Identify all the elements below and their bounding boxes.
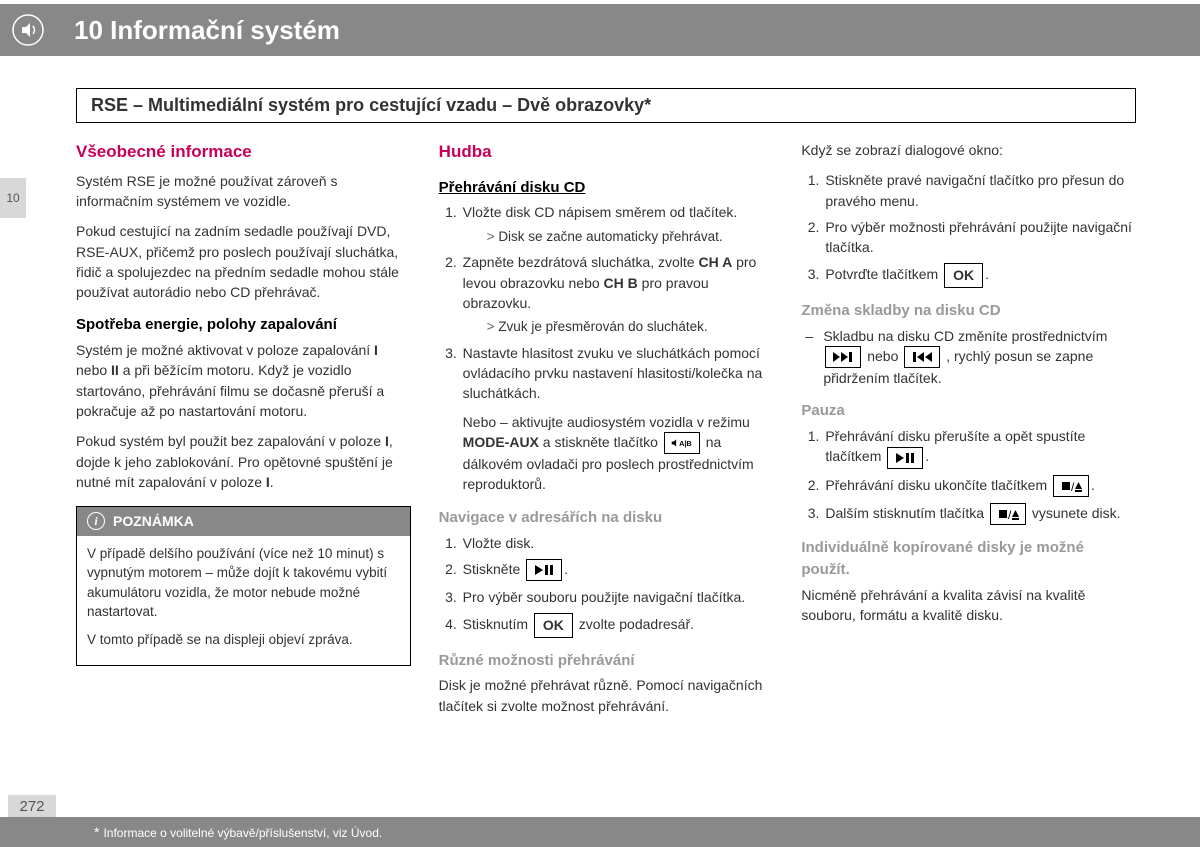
heading-change-track: Změna skladby na disku CD xyxy=(801,300,1136,322)
paragraph: Pokud systém byl použit bez zapalování v… xyxy=(76,431,411,492)
page-number: 272 xyxy=(8,795,56,817)
list-item: Přehrávání disku přerušíte a opět spustí… xyxy=(823,426,1136,469)
speaker-icon xyxy=(0,14,56,46)
sub-note: Zvuk je přesměrován do sluchátek. xyxy=(463,317,774,337)
heading-copied-discs: Individuálně kopírované disky je možné p… xyxy=(801,537,1136,581)
heading-pause: Pauza xyxy=(801,400,1136,422)
heading-music: Hudba xyxy=(439,140,774,165)
content-columns: Všeobecné informace Systém RSE je možné … xyxy=(76,140,1136,803)
svg-text:/: / xyxy=(1071,480,1075,493)
list-item: Stisknutím OK zvolte podadresář. xyxy=(461,613,774,637)
section-title: RSE – Multimediální systém pro cestující… xyxy=(76,88,1136,123)
column-2: Hudba Přehrávání disku CD Vložte disk CD… xyxy=(439,140,774,803)
stop-eject-button-icon: / xyxy=(1053,475,1089,497)
paragraph: Disk je možné přehrávat různě. Pomocí na… xyxy=(439,675,774,716)
ok-button-icon: OK xyxy=(534,613,573,637)
paragraph: Nebo – aktivujte audiosystém vozidla v r… xyxy=(463,412,774,495)
heading-nav: Navigace v adresářích na disku xyxy=(439,507,774,529)
next-track-button-icon xyxy=(825,346,861,368)
paragraph: Systém RSE je možné používat zároveň s i… xyxy=(76,171,411,212)
heading-general: Všeobecné informace xyxy=(76,140,411,165)
list-item: Dalším stisknutím tlačítka / vysunete di… xyxy=(823,503,1136,525)
pause-steps: Přehrávání disku přerušíte a opět spustí… xyxy=(801,426,1136,525)
list-item: Pro výběr možnosti přehrávání použijte n… xyxy=(823,217,1136,258)
list-item: Stiskněte . xyxy=(461,559,774,581)
list-item: Přehrávání disku ukončíte tlačítkem /. xyxy=(823,475,1136,497)
paragraph: Systém je možné aktivovat v poloze zapal… xyxy=(76,340,411,421)
speaker-ab-button-icon: A|B xyxy=(664,432,700,454)
column-3: Když se zobrazí dialogové okno: Stisknět… xyxy=(801,140,1136,803)
footer-bar: *Informace o volitelné výbavě/příslušens… xyxy=(0,817,1200,847)
play-pause-button-icon xyxy=(887,447,923,469)
list-item: Nastavte hlasitost zvuku ve sluchátkách … xyxy=(461,343,774,495)
note-body: V případě delšího používání (více než 10… xyxy=(77,536,410,666)
side-tab: 10 xyxy=(0,178,26,218)
note-box: i POZNÁMKA V případě delšího používání (… xyxy=(76,506,411,666)
footnote: *Informace o volitelné výbavě/příslušens… xyxy=(0,824,382,840)
list-item: Zapněte bezdrátová sluchátka, zvolte CH … xyxy=(461,252,774,336)
stop-eject-button-icon: / xyxy=(990,503,1026,525)
list-item: Vložte disk CD nápisem směrem od tlačíte… xyxy=(461,202,774,246)
sub-note: Disk se začne automaticky přehrávat. xyxy=(463,227,774,247)
nav-steps: Vložte disk. Stiskněte . Pro výběr soubo… xyxy=(439,533,774,638)
heading-energy: Spotřeba energie, polohy zapalování xyxy=(76,314,411,336)
ok-button-icon: OK xyxy=(944,263,983,287)
play-pause-button-icon xyxy=(526,559,562,581)
info-icon: i xyxy=(87,512,105,530)
dialog-steps: Stiskněte pravé navigační tlačítko pro p… xyxy=(801,170,1136,287)
paragraph: Nicméně přehrávání a kvalita závisí na k… xyxy=(801,585,1136,626)
heading-playmodes: Různé možnosti přehrávání xyxy=(439,650,774,672)
list-item: Vložte disk. xyxy=(461,533,774,553)
paragraph: Když se zobrazí dialogové okno: xyxy=(801,140,1136,160)
list-item: Stiskněte pravé navigační tlačítko pro p… xyxy=(823,170,1136,211)
prev-track-button-icon xyxy=(904,346,940,368)
list-item: Potvrďte tlačítkem OK. xyxy=(823,263,1136,287)
list-item: Pro výběr souboru použijte navigační tla… xyxy=(461,587,774,607)
change-track-list: Skladbu na disku CD změníte prostřednict… xyxy=(801,326,1136,389)
svg-text:/: / xyxy=(1008,508,1012,521)
list-item: Skladbu na disku CD změníte prostřednict… xyxy=(823,326,1136,389)
paragraph: Pokud cestující na zadním sedadle použív… xyxy=(76,221,411,302)
chapter-title: 10 Informační systém xyxy=(56,15,340,46)
column-1: Všeobecné informace Systém RSE je možné … xyxy=(76,140,411,803)
note-header: i POZNÁMKA xyxy=(77,507,410,535)
svg-text:A|B: A|B xyxy=(679,439,692,448)
chapter-header: 10 Informační systém xyxy=(0,4,1200,56)
heading-cd: Přehrávání disku CD xyxy=(439,177,774,199)
cd-steps: Vložte disk CD nápisem směrem od tlačíte… xyxy=(439,202,774,494)
